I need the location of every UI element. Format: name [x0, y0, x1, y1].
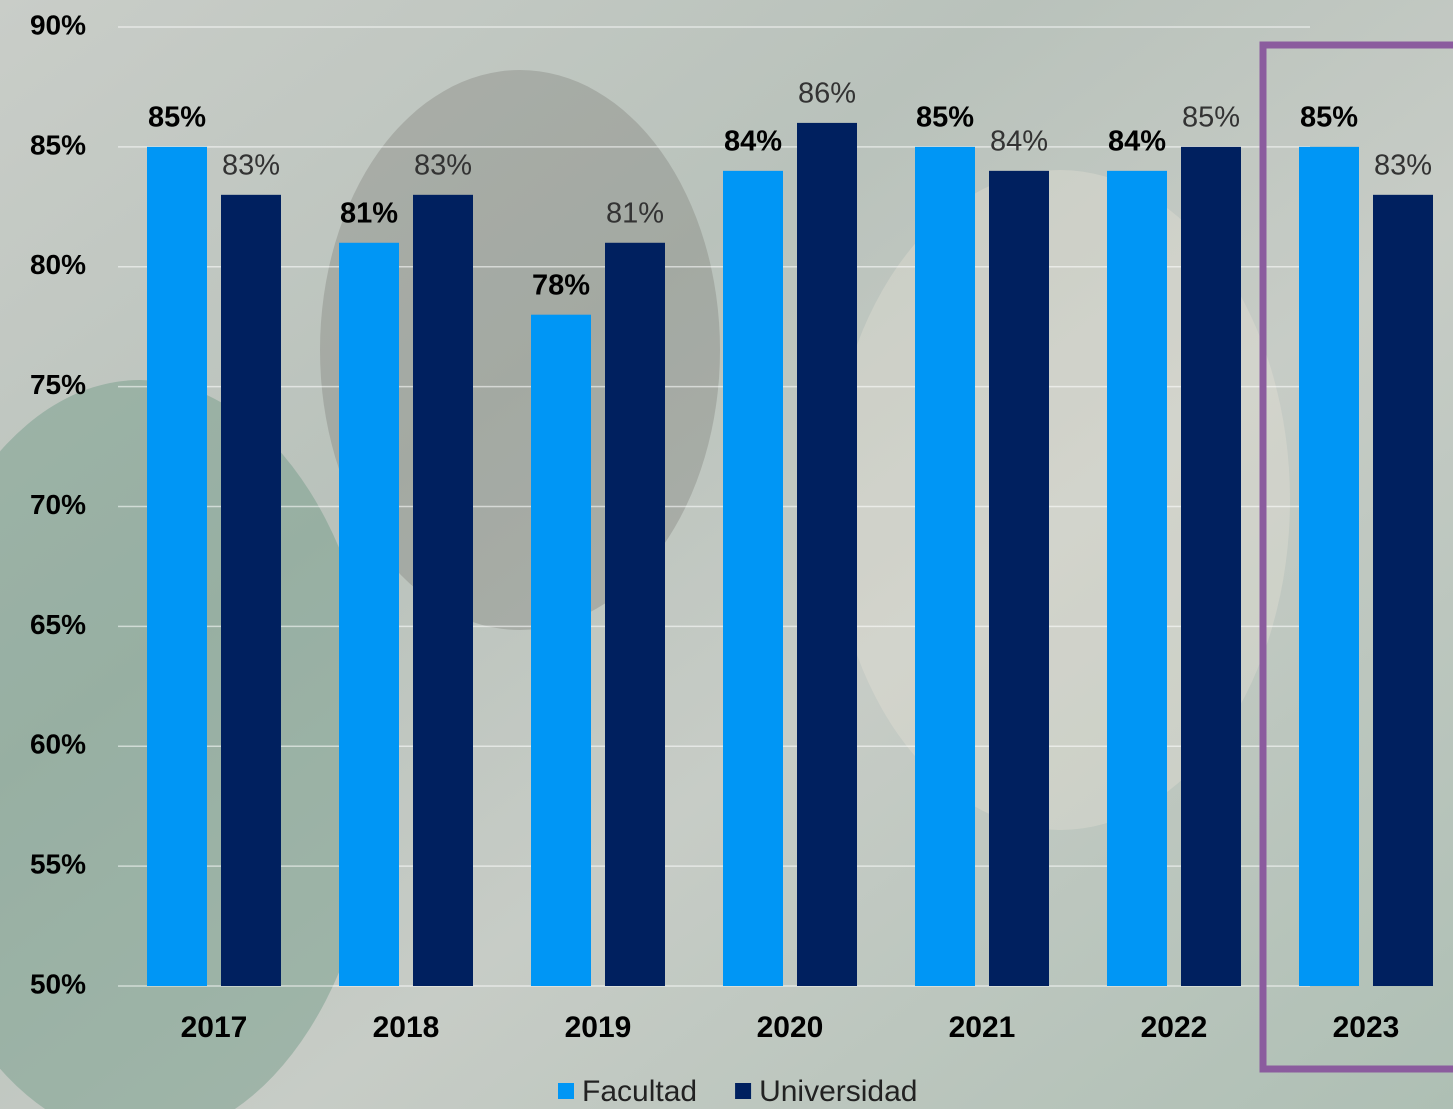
- x-tick-label: 2020: [757, 1011, 824, 1044]
- y-tick-label: 85%: [30, 129, 86, 160]
- y-tick-label: 75%: [30, 369, 86, 400]
- data-label: 85%: [1300, 102, 1358, 134]
- legend-label: Facultad: [582, 1075, 697, 1108]
- legend-swatch: [735, 1083, 752, 1099]
- data-label: 83%: [222, 149, 280, 181]
- y-tick-label: 60%: [30, 729, 86, 760]
- y-tick-label: 80%: [30, 249, 86, 280]
- y-tick-label: 70%: [30, 489, 86, 520]
- x-tick-label: 2022: [1141, 1011, 1208, 1044]
- highlight-box: [1259, 41, 1453, 1073]
- data-label: 83%: [1374, 149, 1432, 181]
- data-label: 84%: [1108, 126, 1166, 158]
- bar: [531, 314, 591, 986]
- x-tick-label: 2018: [373, 1011, 440, 1044]
- data-label: 84%: [724, 126, 782, 158]
- bar: [221, 194, 281, 986]
- x-tick-label: 2023: [1333, 1011, 1400, 1044]
- bar: [339, 242, 399, 986]
- bar: [605, 242, 665, 986]
- bar: [1373, 194, 1433, 986]
- bar: [1181, 146, 1241, 986]
- x-tick-label: 2021: [949, 1011, 1016, 1044]
- legend-swatch: [558, 1083, 574, 1099]
- y-tick-label: 50%: [30, 968, 86, 999]
- bar: [797, 122, 857, 986]
- data-label: 86%: [798, 78, 856, 110]
- x-tick-label: 2017: [181, 1011, 248, 1044]
- bar: [147, 146, 207, 986]
- data-label: 85%: [916, 102, 974, 134]
- data-label: 81%: [340, 197, 398, 229]
- data-label: 78%: [532, 269, 590, 301]
- bar: [1299, 146, 1359, 986]
- bar: [915, 146, 975, 986]
- bar: [989, 170, 1049, 987]
- y-tick-label: 90%: [30, 9, 86, 40]
- plot: 50% 55% 60% 65% 70% 75% 80% 85% 90% 2017 85% 83% 201…: [30, 9, 1433, 1108]
- data-label: 85%: [148, 102, 206, 134]
- legend-label: Universidad: [759, 1075, 917, 1108]
- data-label: 84%: [990, 126, 1048, 158]
- data-label: 81%: [606, 197, 664, 229]
- y-tick-label: 55%: [30, 849, 86, 880]
- y-tick-label: 65%: [30, 609, 86, 640]
- data-label: 85%: [1182, 102, 1240, 134]
- x-tick-label: 2019: [565, 1011, 632, 1044]
- bar: [723, 170, 783, 987]
- bar: [413, 194, 473, 986]
- bar: [1107, 170, 1167, 987]
- data-label: 83%: [414, 149, 472, 181]
